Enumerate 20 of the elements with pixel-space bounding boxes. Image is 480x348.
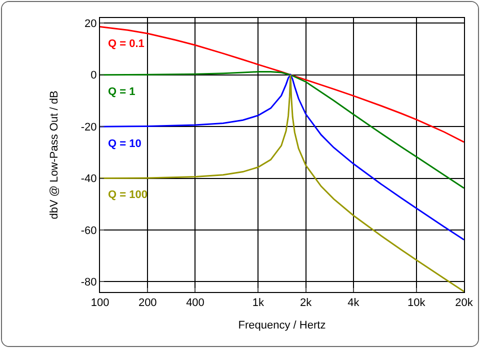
x-tick-label: 100: [90, 297, 110, 310]
x-axis-title: Frequency / Hertz: [238, 319, 326, 332]
x-tick-label: 10k: [408, 297, 426, 310]
y-tick-label: -40: [80, 173, 97, 186]
x-tick-label: 20k: [455, 297, 474, 310]
y-tick-label: -80: [80, 276, 97, 289]
y-tick-label: -60: [80, 224, 97, 237]
x-tick-label: 400: [186, 297, 204, 310]
series-label: Q = 10: [108, 138, 142, 150]
x-tick-label: 1k: [252, 297, 264, 310]
y-axis-title: dbV @ Low-Pass Out / dB: [48, 90, 61, 220]
series-label: Q = 100: [108, 189, 148, 201]
series-label: Q = 0.1: [108, 38, 144, 50]
y-tick-label: -20: [80, 121, 97, 134]
series-label: Q = 1: [108, 86, 136, 98]
x-tick-label: 4k: [348, 297, 360, 310]
y-tick-label: 0: [90, 70, 97, 82]
x-tick-label: 200: [138, 297, 157, 310]
x-tick-label: 2k: [300, 297, 312, 310]
y-tick-label: 20: [84, 18, 97, 30]
